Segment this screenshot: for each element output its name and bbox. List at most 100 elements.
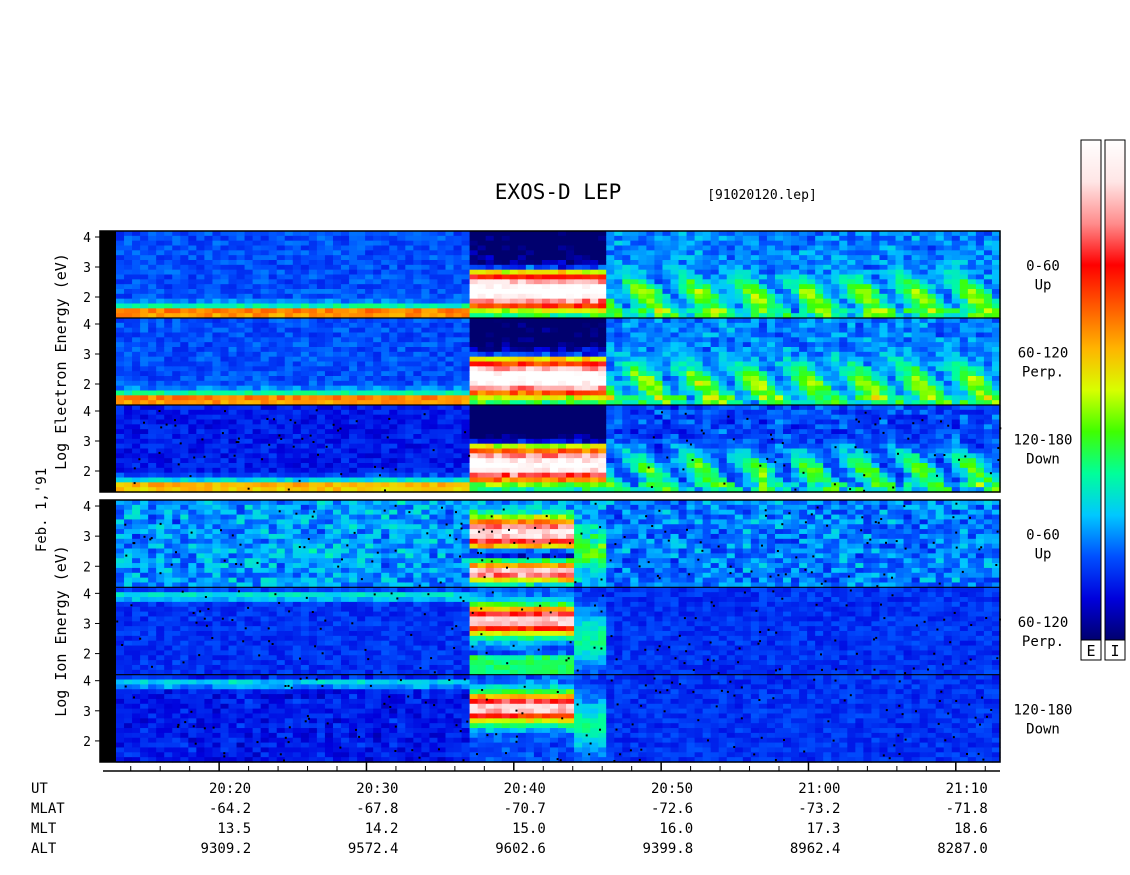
spectrogram-cell bbox=[140, 356, 149, 363]
spectrogram-cell bbox=[357, 289, 366, 295]
spectrogram-cell bbox=[517, 405, 527, 411]
spectrogram-cell bbox=[815, 351, 824, 358]
spectrogram-cell bbox=[549, 458, 559, 464]
spectrogram-cell bbox=[373, 255, 382, 261]
spectrogram-cell bbox=[477, 482, 487, 488]
spectrogram-cell bbox=[116, 395, 125, 401]
spectrogram-cell bbox=[485, 405, 495, 411]
spectrogram-cell bbox=[943, 390, 953, 396]
spectrogram-cell bbox=[614, 240, 623, 247]
spectrogram-cell bbox=[445, 245, 455, 251]
spectrogram-cell bbox=[373, 477, 382, 483]
spectrogram-cell bbox=[461, 453, 471, 459]
spectrogram-cell bbox=[421, 327, 431, 334]
spectrogram-cell bbox=[164, 269, 173, 276]
spectrogram-cell bbox=[525, 366, 535, 372]
spectrogram-cell bbox=[750, 337, 760, 343]
spectrogram-cell bbox=[983, 313, 993, 319]
spectrogram-cell bbox=[413, 434, 422, 440]
spectrogram-cell bbox=[292, 487, 302, 493]
spectrogram-cell bbox=[324, 443, 334, 450]
spectrogram-cell bbox=[477, 303, 487, 309]
spectrogram-cell bbox=[204, 434, 214, 440]
spectrogram-cell bbox=[164, 289, 173, 295]
spectrogram-cell bbox=[156, 303, 165, 309]
spectrogram-cell bbox=[381, 289, 390, 295]
spectrogram-cell bbox=[943, 385, 953, 392]
spectrogram-cell bbox=[204, 245, 214, 251]
spectrogram-cell bbox=[823, 289, 832, 295]
spectrogram-cell bbox=[541, 424, 551, 430]
spectrogram-cell bbox=[590, 366, 599, 372]
spectrogram-cell bbox=[220, 347, 230, 353]
spectrogram-cell bbox=[445, 356, 455, 363]
spectrogram-cell bbox=[148, 467, 157, 474]
spectrogram-cell bbox=[983, 380, 993, 387]
spectrogram-cell bbox=[477, 414, 487, 421]
spectrogram-cell bbox=[823, 318, 832, 324]
spectrogram-cell bbox=[493, 458, 503, 464]
spectrogram-cell bbox=[678, 231, 688, 237]
spectrogram-cell bbox=[132, 279, 141, 285]
electron-pitch-perp bbox=[116, 318, 1001, 406]
spectrogram-cell bbox=[734, 264, 744, 271]
spectrogram-cell bbox=[791, 298, 800, 305]
spectrogram-cell bbox=[180, 429, 189, 435]
spectrogram-cell bbox=[276, 231, 286, 237]
spectrogram-cell bbox=[911, 250, 921, 256]
spectrogram-cell bbox=[220, 405, 230, 411]
spectrogram-cell bbox=[975, 313, 985, 319]
spectrogram-cell bbox=[533, 298, 543, 305]
spectrogram-cell bbox=[365, 240, 374, 247]
spectrogram-cell bbox=[566, 264, 575, 271]
spectrogram-cell bbox=[437, 395, 447, 401]
spectrogram-cell bbox=[365, 361, 374, 367]
spectrogram-cell bbox=[638, 332, 647, 338]
spectrogram-cell bbox=[549, 322, 559, 329]
spectrogram-cell bbox=[389, 472, 398, 479]
spectrogram-cell bbox=[461, 361, 471, 367]
spectrogram-cell bbox=[453, 293, 463, 300]
spectrogram-cell bbox=[461, 342, 471, 348]
spectrogram-cell bbox=[284, 293, 294, 300]
spectrogram-cell bbox=[501, 255, 511, 261]
spectrogram-cell bbox=[188, 298, 197, 305]
spectrogram-cell bbox=[212, 303, 222, 309]
spectrogram-cell bbox=[967, 385, 977, 392]
spectrogram-cell bbox=[485, 472, 495, 479]
spectrogram-cell bbox=[381, 255, 390, 261]
spectrogram-cell bbox=[381, 400, 390, 406]
spectrogram-cell bbox=[501, 313, 511, 319]
spectrogram-cell bbox=[284, 467, 294, 474]
spectrogram-cell bbox=[807, 390, 816, 396]
spectrogram-cell bbox=[276, 279, 286, 285]
spectrogram-cell bbox=[140, 395, 149, 401]
spectrogram-cell bbox=[252, 298, 262, 305]
spectrogram-cell bbox=[574, 322, 583, 329]
spectrogram-cell bbox=[308, 274, 318, 280]
spectrogram-cell bbox=[855, 376, 864, 382]
spectrogram-cell bbox=[260, 371, 270, 377]
spectrogram-cell bbox=[357, 260, 366, 266]
spectrogram-cell bbox=[316, 453, 326, 459]
spectrogram-cell bbox=[726, 284, 736, 290]
spectrogram-cell bbox=[935, 380, 945, 387]
spectrogram-cell bbox=[373, 472, 382, 479]
spectrogram-cell bbox=[855, 318, 864, 324]
spectrogram-cell bbox=[710, 380, 720, 387]
spectrogram-cell bbox=[220, 443, 230, 450]
spectrogram-cell bbox=[116, 487, 125, 493]
spectrogram-cell bbox=[260, 269, 270, 276]
spectrogram-cell bbox=[991, 371, 1001, 377]
spectrogram-cell bbox=[686, 390, 696, 396]
spectrogram-cell bbox=[453, 284, 463, 290]
spectrogram-cell bbox=[598, 400, 607, 406]
spectrogram-cell bbox=[477, 467, 487, 474]
spectrogram-cell bbox=[341, 327, 350, 334]
spectrogram-cell bbox=[525, 438, 535, 445]
spectrogram-cell bbox=[373, 400, 382, 406]
spectrogram-cell bbox=[742, 327, 752, 334]
spectrogram-cell bbox=[638, 255, 647, 261]
spectrogram-cell bbox=[919, 284, 929, 290]
spectrogram-cell bbox=[308, 264, 318, 271]
